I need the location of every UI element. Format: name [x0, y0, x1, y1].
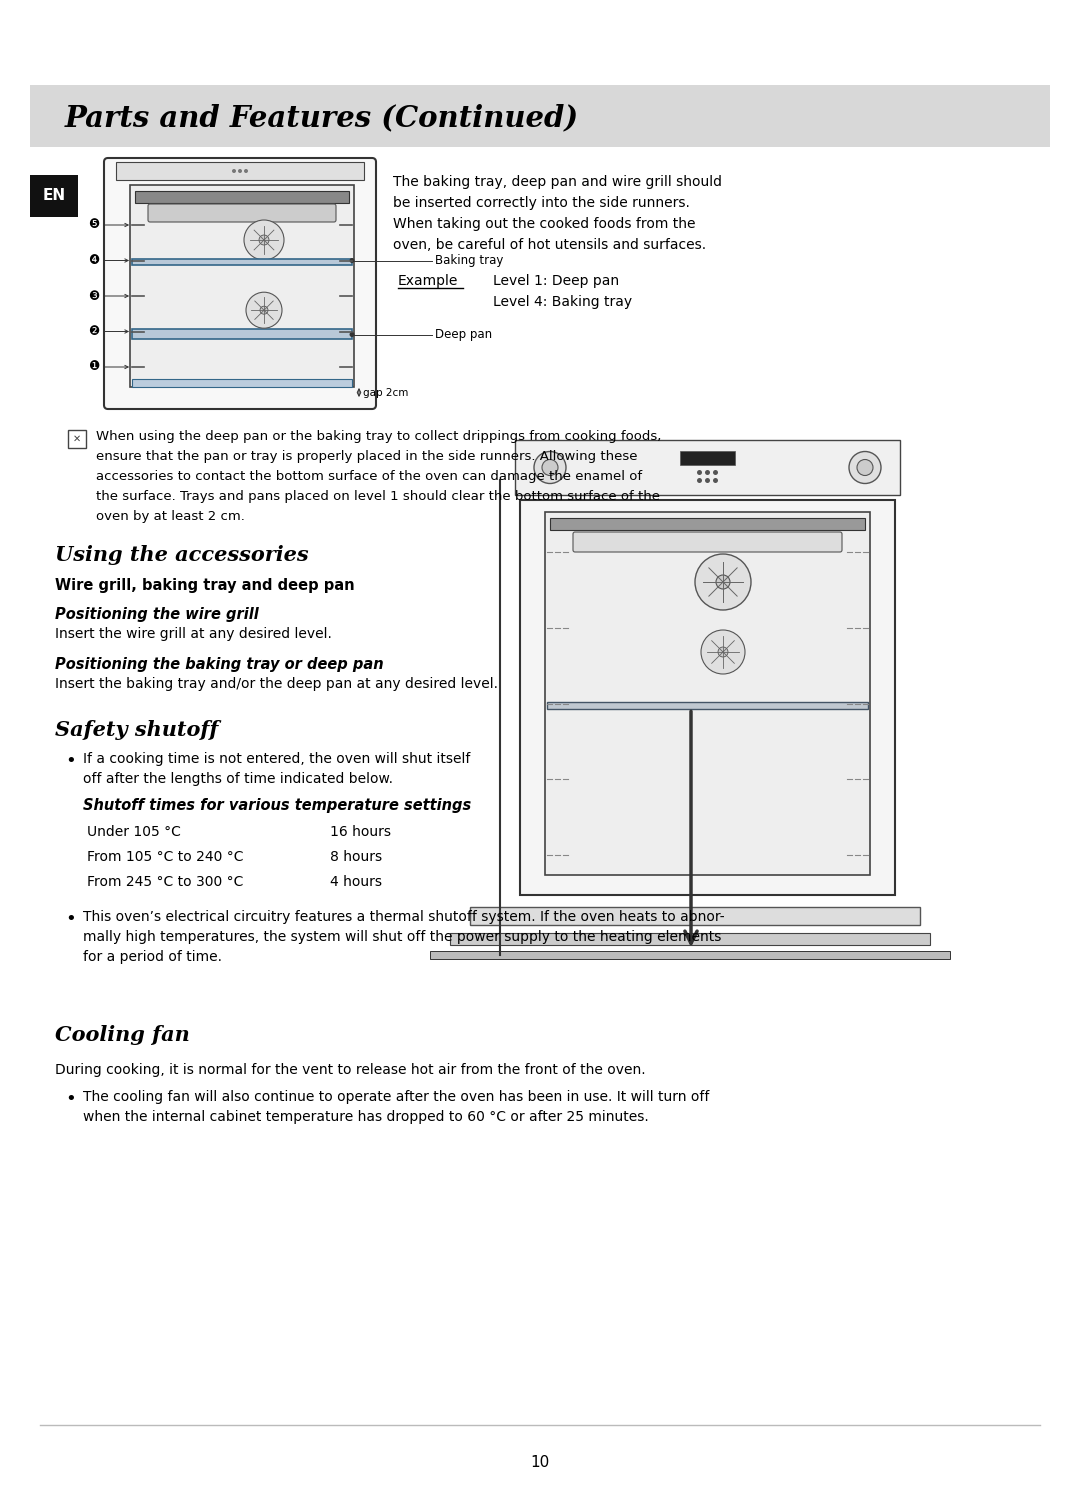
FancyBboxPatch shape [573, 532, 842, 551]
Text: •: • [65, 909, 76, 927]
Text: be inserted correctly into the side runners.: be inserted correctly into the side runn… [393, 196, 690, 210]
Text: •: • [65, 1091, 76, 1109]
Text: When using the deep pan or the baking tray to collect drippings from cooking foo: When using the deep pan or the baking tr… [96, 429, 661, 443]
Text: The baking tray, deep pan and wire grill should: The baking tray, deep pan and wire grill… [393, 175, 723, 189]
Text: From 245 °C to 300 °C: From 245 °C to 300 °C [87, 875, 243, 889]
Text: ❷: ❷ [89, 325, 99, 337]
Text: 8 hours: 8 hours [330, 850, 382, 863]
Text: 4 hours: 4 hours [330, 875, 382, 889]
FancyBboxPatch shape [148, 204, 336, 221]
Circle shape [697, 470, 702, 476]
Circle shape [849, 452, 881, 483]
Text: when the internal cabinet temperature has dropped to 60 °C or after 25 minutes.: when the internal cabinet temperature ha… [83, 1110, 649, 1123]
Text: 16 hours: 16 hours [330, 825, 391, 840]
Circle shape [232, 169, 237, 172]
Circle shape [542, 459, 558, 476]
Text: gap 2cm: gap 2cm [363, 388, 408, 398]
Text: Level 4: Baking tray: Level 4: Baking tray [492, 296, 632, 309]
Text: •: • [65, 752, 76, 770]
Text: Parts and Features (Continued): Parts and Features (Continued) [65, 104, 579, 132]
Circle shape [260, 306, 268, 314]
Bar [680, 450, 735, 465]
Circle shape [350, 331, 354, 337]
Text: From 105 °C to 240 °C: From 105 °C to 240 °C [87, 850, 243, 863]
Bar [135, 192, 349, 204]
Bar [132, 328, 352, 339]
Circle shape [534, 452, 566, 483]
Text: During cooking, it is normal for the vent to release hot air from the front of t: During cooking, it is normal for the ven… [55, 1062, 646, 1077]
Circle shape [705, 470, 710, 476]
Bar [130, 184, 354, 386]
Circle shape [244, 169, 248, 172]
Circle shape [705, 478, 710, 483]
Text: Positioning the baking tray or deep pan: Positioning the baking tray or deep pan [55, 657, 383, 672]
Bar [430, 951, 950, 958]
Text: Positioning the wire grill: Positioning the wire grill [55, 606, 259, 623]
Bar [68, 429, 86, 447]
Circle shape [718, 646, 728, 657]
Text: oven, be careful of hot utensils and surfaces.: oven, be careful of hot utensils and sur… [393, 238, 706, 253]
Circle shape [713, 478, 718, 483]
Bar [30, 175, 78, 217]
Bar [545, 513, 870, 875]
Text: oven by at least 2 cm.: oven by at least 2 cm. [96, 510, 245, 523]
Circle shape [350, 259, 354, 263]
Circle shape [858, 459, 873, 476]
Bar [30, 85, 1050, 147]
Text: ensure that the pan or tray is properly placed in the side runners. Allowing the: ensure that the pan or tray is properly … [96, 450, 637, 464]
Text: Deep pan: Deep pan [435, 328, 492, 340]
Text: The cooling fan will also continue to operate after the oven has been in use. It: The cooling fan will also continue to op… [83, 1091, 710, 1104]
Text: Insert the wire grill at any desired level.: Insert the wire grill at any desired lev… [55, 627, 332, 640]
Text: off after the lengths of time indicated below.: off after the lengths of time indicated … [83, 773, 393, 786]
Text: Under 105 °C: Under 105 °C [87, 825, 180, 840]
Text: Insert the baking tray and/or the deep pan at any desired level.: Insert the baking tray and/or the deep p… [55, 678, 498, 691]
Text: mally high temperatures, the system will shut off the power supply to the heatin: mally high temperatures, the system will… [83, 930, 721, 944]
Text: 10: 10 [530, 1455, 550, 1470]
Text: ❶: ❶ [89, 361, 99, 373]
Text: ❺: ❺ [89, 218, 99, 232]
Bar [132, 379, 352, 386]
Text: Using the accessories: Using the accessories [55, 545, 309, 565]
Circle shape [246, 293, 282, 328]
Text: When taking out the cooked foods from the: When taking out the cooked foods from th… [393, 217, 696, 230]
Circle shape [713, 470, 718, 476]
Circle shape [696, 554, 751, 609]
Bar [550, 519, 865, 531]
Bar [546, 701, 868, 709]
Text: If a cooking time is not entered, the oven will shut itself: If a cooking time is not entered, the ov… [83, 752, 471, 765]
FancyBboxPatch shape [104, 158, 376, 409]
Text: EN: EN [42, 189, 66, 204]
Text: ✕: ✕ [73, 434, 81, 444]
Circle shape [244, 220, 284, 260]
Text: Baking tray: Baking tray [435, 254, 503, 267]
Text: ❸: ❸ [89, 290, 99, 303]
Circle shape [697, 478, 702, 483]
Text: Level 1: Deep pan: Level 1: Deep pan [492, 273, 619, 288]
Text: for a period of time.: for a period of time. [83, 950, 222, 964]
Circle shape [716, 575, 730, 588]
Bar [116, 162, 364, 180]
Circle shape [701, 630, 745, 675]
Text: This oven’s electrical circuitry features a thermal shutoff system. If the oven : This oven’s electrical circuitry feature… [83, 909, 725, 924]
Bar [470, 906, 920, 924]
Circle shape [238, 169, 242, 172]
Bar [515, 440, 900, 495]
Text: Safety shutoff: Safety shutoff [55, 721, 218, 740]
Bar [519, 499, 895, 895]
Text: Shutoff times for various temperature settings: Shutoff times for various temperature se… [83, 798, 471, 813]
Text: ❹: ❹ [89, 254, 99, 267]
Text: Wire grill, baking tray and deep pan: Wire grill, baking tray and deep pan [55, 578, 354, 593]
Text: the surface. Trays and pans placed on level 1 should clear the bottom surface of: the surface. Trays and pans placed on le… [96, 490, 660, 502]
Text: Cooling fan: Cooling fan [55, 1025, 190, 1045]
Bar [132, 259, 352, 265]
Text: Example: Example [399, 273, 458, 288]
Circle shape [259, 235, 269, 245]
Text: accessories to contact the bottom surface of the oven can damage the enamel of: accessories to contact the bottom surfac… [96, 470, 643, 483]
Bar [450, 933, 930, 945]
